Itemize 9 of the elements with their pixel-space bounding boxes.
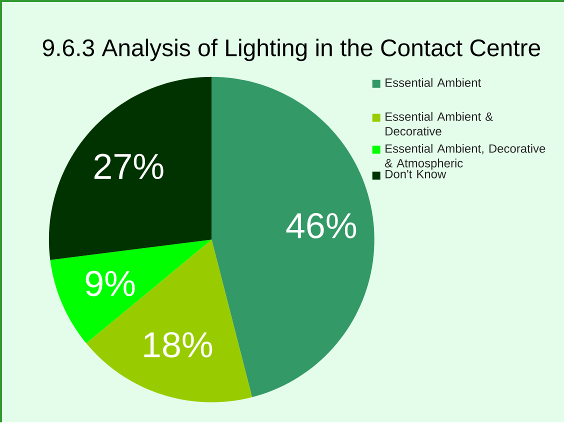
legend-label: Essential Ambient bbox=[386, 78, 482, 87]
legend-label: Essential Ambient & Decorative bbox=[386, 112, 493, 136]
chart-title: 9.6.3 Analysis of Lighting in the Contact Centre bbox=[42, 38, 540, 61]
legend-label: Essential Ambient, Decorative & Atmospheric bbox=[385, 144, 546, 170]
data-label: 27% bbox=[94, 154, 164, 179]
data-label: 46% bbox=[286, 212, 356, 238]
data-label: 18% bbox=[144, 332, 212, 358]
legend-label: Don't Know bbox=[386, 170, 446, 178]
data-label: 9% bbox=[86, 270, 135, 296]
